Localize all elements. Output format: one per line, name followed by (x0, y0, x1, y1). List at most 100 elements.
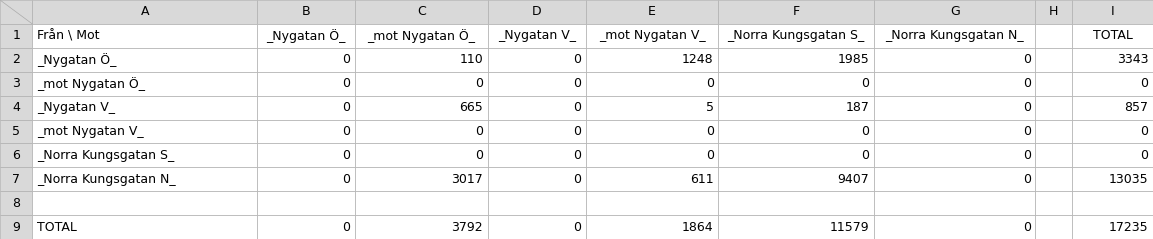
Bar (0, 96, 32, 120)
Text: A: A (141, 5, 149, 18)
Bar (1072, 24, 1153, 48)
Bar (257, 72, 355, 96)
Bar (718, 24, 874, 48)
Text: _Nygatan Ö_: _Nygatan Ö_ (266, 29, 346, 43)
Text: 1864: 1864 (683, 221, 714, 234)
Text: 187: 187 (845, 101, 869, 114)
Bar (488, 167, 586, 191)
Bar (488, 96, 586, 120)
Bar (355, 96, 488, 120)
Bar (488, 215, 586, 239)
Bar (874, 191, 1035, 215)
Text: 0: 0 (573, 77, 581, 90)
Text: 0: 0 (706, 125, 714, 138)
Bar (874, 120, 1035, 143)
Bar (1035, 143, 1072, 167)
Bar (355, 72, 488, 96)
Text: _Norra Kungsgatan S_: _Norra Kungsgatan S_ (728, 29, 865, 42)
Bar (718, 48, 874, 72)
Text: H: H (1049, 5, 1058, 18)
Text: 3017: 3017 (451, 173, 483, 186)
Bar (718, 120, 874, 143)
Bar (0, 72, 32, 96)
Text: 857: 857 (1124, 101, 1148, 114)
Text: 5: 5 (13, 125, 20, 138)
Text: 3792: 3792 (452, 221, 483, 234)
Bar (257, 0, 355, 24)
Bar (718, 143, 874, 167)
Text: TOTAL: TOTAL (37, 221, 77, 234)
Text: C: C (417, 5, 425, 18)
Text: I: I (1110, 5, 1115, 18)
Bar (1035, 167, 1072, 191)
Text: 0: 0 (573, 221, 581, 234)
Text: _Nygatan Ö_: _Nygatan Ö_ (37, 53, 116, 67)
Bar (355, 120, 488, 143)
Text: 8: 8 (13, 197, 20, 210)
Bar (586, 120, 718, 143)
Text: 0: 0 (861, 125, 869, 138)
Bar (586, 48, 718, 72)
Text: 3: 3 (13, 77, 20, 90)
Bar (32, 72, 257, 96)
Bar (1035, 48, 1072, 72)
Bar (874, 96, 1035, 120)
Bar (32, 48, 257, 72)
Text: Från \ Mot: Från \ Mot (37, 29, 99, 42)
Text: 0: 0 (573, 101, 581, 114)
Bar (1035, 0, 1072, 24)
Text: F: F (792, 5, 800, 18)
Bar (355, 191, 488, 215)
Text: _mot Nygatan V_: _mot Nygatan V_ (598, 29, 706, 42)
Bar (488, 24, 586, 48)
Text: 0: 0 (1140, 125, 1148, 138)
Bar (488, 48, 586, 72)
Bar (355, 143, 488, 167)
Text: 0: 0 (706, 149, 714, 162)
Bar (1072, 0, 1153, 24)
Text: 0: 0 (342, 53, 351, 66)
Text: 13035: 13035 (1109, 173, 1148, 186)
Text: _Norra Kungsgatan N_: _Norra Kungsgatan N_ (37, 173, 175, 186)
Text: 0: 0 (573, 125, 581, 138)
Bar (355, 215, 488, 239)
Bar (32, 215, 257, 239)
Bar (488, 0, 586, 24)
Bar (0, 120, 32, 143)
Text: _Norra Kungsgatan N_: _Norra Kungsgatan N_ (886, 29, 1024, 42)
Text: 1248: 1248 (683, 53, 714, 66)
Bar (1035, 191, 1072, 215)
Text: E: E (648, 5, 656, 18)
Bar (1072, 72, 1153, 96)
Text: 0: 0 (1023, 173, 1031, 186)
Text: 4: 4 (13, 101, 20, 114)
Text: 0: 0 (573, 149, 581, 162)
Text: 7: 7 (13, 173, 20, 186)
Bar (874, 72, 1035, 96)
Bar (257, 120, 355, 143)
Bar (32, 167, 257, 191)
Bar (488, 191, 586, 215)
Text: 6: 6 (13, 149, 20, 162)
Bar (1072, 143, 1153, 167)
Text: 11579: 11579 (830, 221, 869, 234)
Text: B: B (302, 5, 310, 18)
Bar (0, 191, 32, 215)
Bar (1072, 48, 1153, 72)
Text: 0: 0 (342, 77, 351, 90)
Text: 1: 1 (13, 29, 20, 42)
Bar (32, 120, 257, 143)
Bar (1072, 167, 1153, 191)
Text: 665: 665 (459, 101, 483, 114)
Bar (257, 191, 355, 215)
Bar (257, 167, 355, 191)
Bar (257, 24, 355, 48)
Bar (0, 167, 32, 191)
Text: 0: 0 (342, 101, 351, 114)
Bar (355, 48, 488, 72)
Text: TOTAL: TOTAL (1093, 29, 1132, 42)
Bar (1035, 120, 1072, 143)
Bar (1072, 191, 1153, 215)
Text: 2: 2 (13, 53, 20, 66)
Text: D: D (532, 5, 542, 18)
